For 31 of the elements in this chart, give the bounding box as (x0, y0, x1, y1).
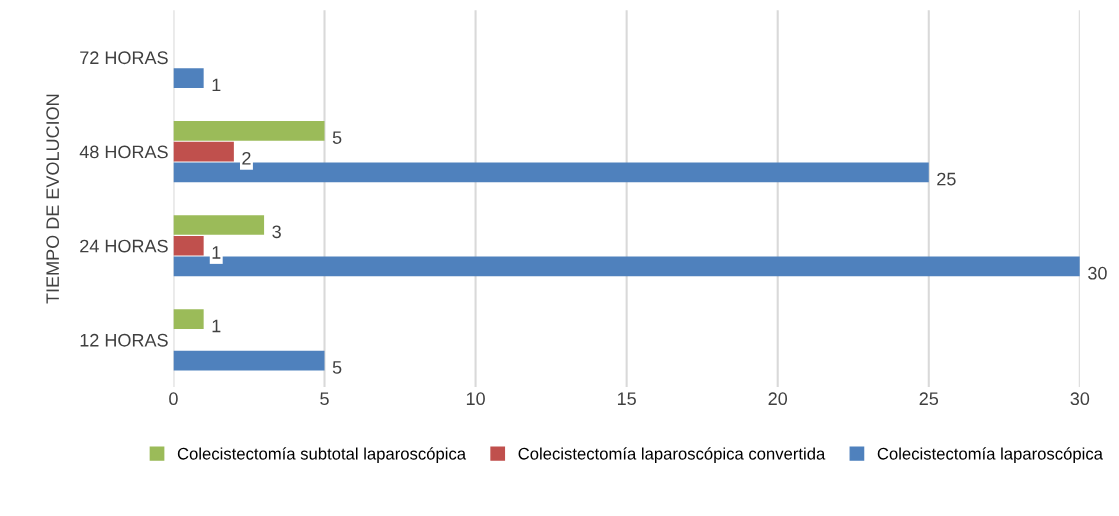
x-tick-label: 15 (617, 392, 636, 406)
y-tick-label: 24 HORAS (80, 239, 168, 253)
x-tick-label: 20 (768, 392, 788, 406)
data-label: 30 (1088, 266, 1107, 280)
x-tick-label: 10 (466, 392, 485, 406)
legend-label: Colecistectomía subtotal laparoscópica (177, 447, 467, 463)
x-tick-label: 5 (320, 392, 329, 406)
bar (173, 121, 325, 141)
legend-label: Colecistectomía laparoscópica convertida (518, 447, 826, 463)
data-label: 25 (937, 172, 956, 186)
data-label: 1 (212, 246, 221, 259)
data-label: 5 (332, 131, 342, 144)
legend-label: Colecistectomía laparoscópica (877, 447, 1103, 463)
bar (173, 68, 204, 88)
data-label: 2 (242, 151, 251, 165)
y-tick-label: 72 HORAS (80, 51, 168, 65)
data-label: 3 (272, 225, 281, 239)
bar (173, 309, 204, 330)
x-tick-label: 30 (1070, 392, 1090, 406)
data-label: 1 (212, 319, 221, 333)
y-tick-label: 12 HORAS (80, 333, 168, 347)
bar (173, 215, 265, 235)
y-axis-title: TIEMPO DE EVOLUCION (46, 94, 60, 304)
data-label: 5 (332, 361, 342, 374)
bar (173, 141, 234, 162)
x-tick-label: 0 (169, 392, 178, 406)
bar (173, 235, 204, 256)
bar (173, 350, 325, 371)
y-tick-label: 48 HORAS (79, 145, 168, 159)
x-tick-label: 25 (919, 392, 939, 406)
data-label: 1 (212, 78, 221, 92)
